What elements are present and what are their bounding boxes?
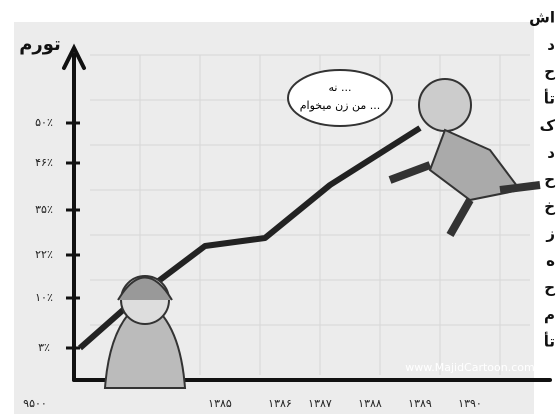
- side-text: ح: [544, 279, 555, 297]
- side-text: تأ: [544, 89, 555, 108]
- woman-figure: [103, 275, 187, 389]
- x-label: ۱۳۸۵: [208, 397, 232, 410]
- watermark: www.MajidCartoon.com: [405, 361, 534, 374]
- speech-text: نه ...: [329, 81, 352, 94]
- y-label: ۳۵٪: [35, 203, 53, 216]
- speech-text: من زن میخوام ...: [300, 99, 381, 112]
- side-text: د: [547, 36, 555, 54]
- side-text: ک: [540, 117, 556, 135]
- side-text: اش: [529, 9, 555, 27]
- side-text: ح: [544, 171, 555, 189]
- side-text: ح: [544, 63, 555, 81]
- y-label: ۱۰٪: [35, 291, 53, 304]
- x-label: ۱۳۸۷: [308, 397, 332, 410]
- man-figure: [388, 78, 541, 237]
- side-text: خ: [544, 198, 555, 216]
- y-label: ۴۶٪: [35, 156, 53, 169]
- side-text: م: [544, 306, 555, 324]
- y-ticks: [66, 121, 80, 350]
- side-text: د: [547, 144, 555, 162]
- x-label: ۱۳۸۶: [268, 397, 292, 410]
- y-labels: ۵۰٪ ۴۶٪ ۳۵٪ ۲۲٪ ۱۰٪ ۳٪: [35, 116, 53, 354]
- side-text: ز: [545, 225, 555, 243]
- y-label: ۲۲٪: [35, 248, 53, 261]
- axis-label: تورم: [19, 34, 61, 55]
- x-label: ۱۳۸۸: [358, 397, 382, 410]
- y-label: ۳٪: [38, 341, 50, 354]
- x-labels: ۹۵۰۰ ۱۳۸۵ ۱۳۸۶ ۱۳۸۷ ۱۳۸۸ ۱۳۸۹ ۱۳۹۰: [23, 397, 482, 410]
- side-text: تأ: [544, 332, 555, 351]
- x-label: ۱۳۹۰: [458, 397, 482, 410]
- x-label: ۹۵۰۰: [23, 397, 47, 410]
- side-text: ه: [546, 252, 555, 270]
- speech-bubble: [287, 69, 393, 127]
- y-label: ۵۰٪: [35, 116, 53, 129]
- x-label: ۱۳۸۹: [408, 397, 432, 410]
